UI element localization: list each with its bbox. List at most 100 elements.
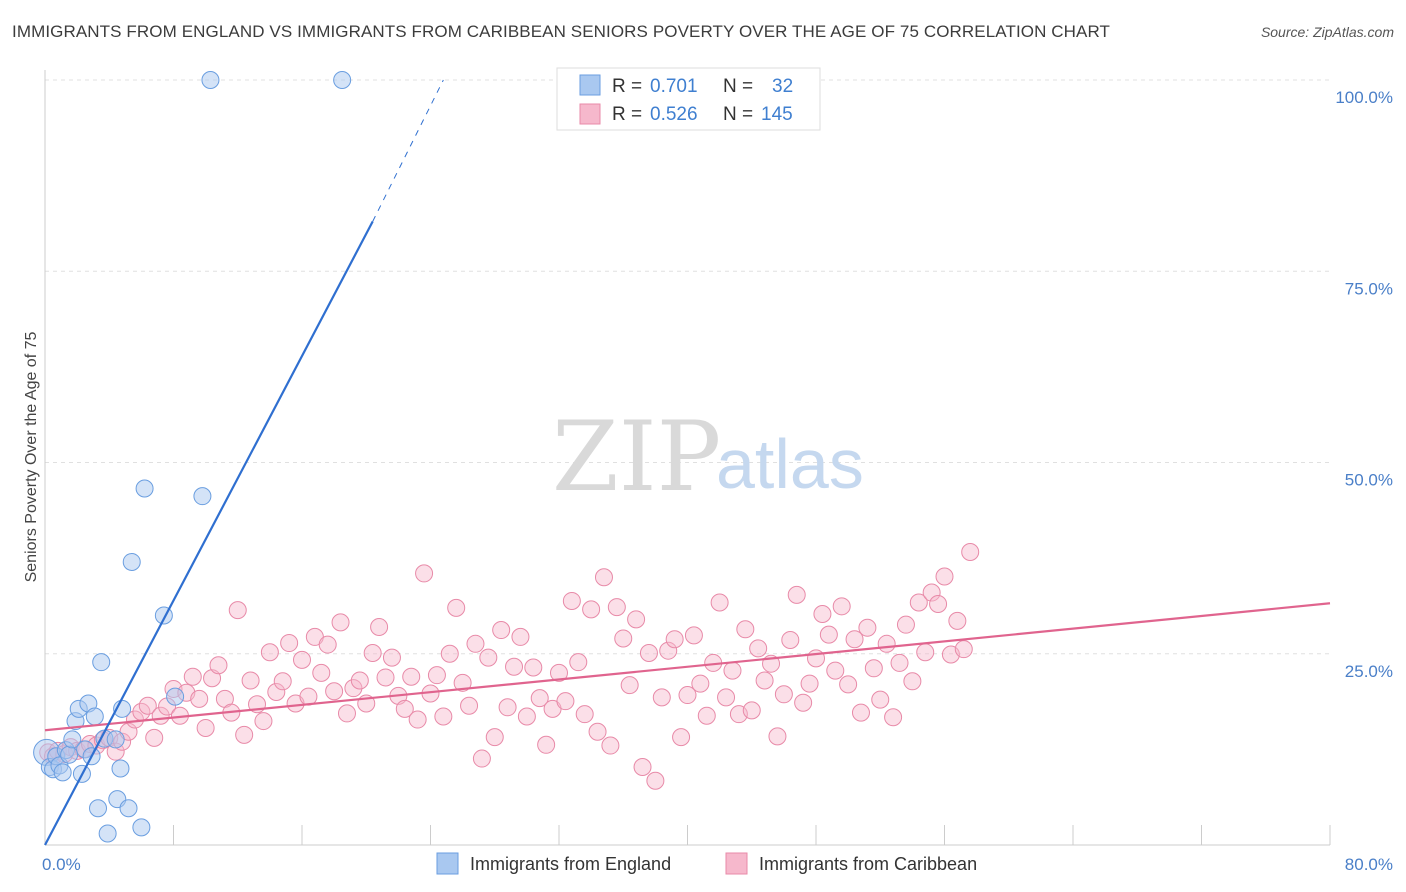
caribbean-point-107 xyxy=(723,661,742,680)
england-swatch xyxy=(579,74,601,96)
england-point-20 xyxy=(106,730,125,749)
caribbean-point-131 xyxy=(877,634,896,653)
england-point-30 xyxy=(193,487,212,506)
legend-england-label: Immigrants from England xyxy=(470,854,671,874)
caribbean-point-144 xyxy=(961,543,980,562)
watermark: ZIP atlas xyxy=(552,401,864,513)
caribbean-point-81 xyxy=(556,692,575,711)
gridlines xyxy=(45,79,1330,655)
caribbean-point-61 xyxy=(427,666,446,685)
caribbean-point-98 xyxy=(665,630,684,649)
y-tick-label-3: 100.0% xyxy=(1335,88,1393,107)
caribbean-point-83 xyxy=(569,653,588,672)
caribbean-point-90 xyxy=(614,629,633,648)
caribbean-point-32 xyxy=(241,671,260,690)
caribbean-point-96 xyxy=(652,688,671,707)
caribbean-point-112 xyxy=(755,671,774,690)
caribbean-point-135 xyxy=(903,672,922,691)
caribbean-point-62 xyxy=(434,707,453,726)
caribbean-point-53 xyxy=(376,668,395,687)
caribbean-point-136 xyxy=(909,593,928,612)
caribbean-point-121 xyxy=(813,604,832,623)
caribbean-point-72 xyxy=(498,698,517,717)
caribbean-point-31 xyxy=(235,725,254,744)
caribbean-point-24 xyxy=(190,689,209,708)
caribbean-trendline xyxy=(44,602,1331,732)
caribbean-point-92 xyxy=(627,610,646,629)
caribbean-point-124 xyxy=(832,597,851,616)
caribbean-point-71 xyxy=(492,621,511,640)
series-legend: Immigrants from England Immigrants from … xyxy=(436,852,977,875)
caribbean-point-111 xyxy=(749,639,768,658)
england-point-32 xyxy=(333,71,352,89)
caribbean-point-25 xyxy=(196,718,215,737)
caribbean-point-115 xyxy=(774,685,793,704)
england-trendline-extension xyxy=(372,79,444,222)
caribbean-point-103 xyxy=(697,706,716,725)
england-point-26 xyxy=(135,479,154,498)
caribbean-point-114 xyxy=(768,727,787,746)
caribbean-point-123 xyxy=(826,661,845,680)
england-point-16 xyxy=(89,799,108,818)
caribbean-point-91 xyxy=(620,676,639,695)
england-points xyxy=(33,71,352,843)
caribbean-n-value: 145 xyxy=(761,104,793,125)
caribbean-point-36 xyxy=(267,683,286,701)
england-point-15 xyxy=(85,707,104,726)
caribbean-point-38 xyxy=(280,634,299,653)
caribbean-point-109 xyxy=(736,620,755,639)
caribbean-point-58 xyxy=(408,710,427,729)
caribbean-point-134 xyxy=(896,615,915,634)
caribbean-point-40 xyxy=(293,650,311,669)
caribbean-point-143 xyxy=(954,640,973,659)
caribbean-point-17 xyxy=(145,728,164,747)
caribbean-point-64 xyxy=(447,598,466,617)
y-tick-label-2: 75.0% xyxy=(1345,279,1393,298)
caribbean-point-126 xyxy=(845,630,864,649)
england-point-17 xyxy=(92,653,111,672)
caribbean-point-74 xyxy=(511,627,530,646)
caribbean-point-78 xyxy=(537,735,556,754)
caribbean-point-43 xyxy=(312,663,331,682)
caribbean-point-65 xyxy=(453,673,472,692)
caribbean-point-80 xyxy=(550,663,568,682)
caribbean-point-45 xyxy=(325,682,344,701)
england-point-8 xyxy=(63,730,82,749)
caribbean-point-30 xyxy=(228,601,247,620)
caribbean-point-95 xyxy=(646,771,665,790)
england-r-value: 0.701 xyxy=(650,76,698,97)
x-tick-label-1: 80.0% xyxy=(1345,855,1393,874)
source-label: Source: ZipAtlas.com xyxy=(1260,24,1394,40)
caribbean-point-49 xyxy=(350,671,369,690)
caribbean-point-85 xyxy=(582,600,601,619)
caribbean-point-94 xyxy=(639,643,658,662)
chart-title: IMMIGRANTS FROM ENGLAND VS IMMIGRANTS FR… xyxy=(12,22,1111,41)
caribbean-point-76 xyxy=(524,658,543,677)
england-point-5 xyxy=(53,763,72,782)
caribbean-point-93 xyxy=(633,757,652,776)
caribbean-point-128 xyxy=(858,618,877,637)
caribbean-point-35 xyxy=(260,643,279,662)
watermark-zip: ZIP xyxy=(552,401,721,513)
stats-legend-box xyxy=(556,67,821,131)
caribbean-point-99 xyxy=(672,728,691,747)
caribbean-point-142 xyxy=(948,611,967,630)
y-axis-title: Seniors Poverty Over the Age of 75 xyxy=(23,332,40,583)
england-point-25 xyxy=(122,552,141,571)
caribbean-point-89 xyxy=(607,598,626,617)
caribbean-point-34 xyxy=(254,712,273,731)
caribbean-r-label: R = xyxy=(612,104,642,125)
caribbean-point-105 xyxy=(710,593,729,612)
caribbean-point-87 xyxy=(594,568,613,587)
caribbean-point-132 xyxy=(884,708,903,727)
caribbean-point-110 xyxy=(742,701,761,720)
caribbean-point-101 xyxy=(684,626,703,645)
caribbean-point-70 xyxy=(485,728,504,747)
england-point-31 xyxy=(201,71,220,89)
y-tick-labels: 25.0% 50.0% 75.0% 100.0% xyxy=(1335,88,1393,681)
caribbean-point-140 xyxy=(935,567,954,586)
caribbean-point-118 xyxy=(794,693,813,712)
england-n-label: N = xyxy=(723,76,753,97)
england-point-24 xyxy=(119,799,138,818)
